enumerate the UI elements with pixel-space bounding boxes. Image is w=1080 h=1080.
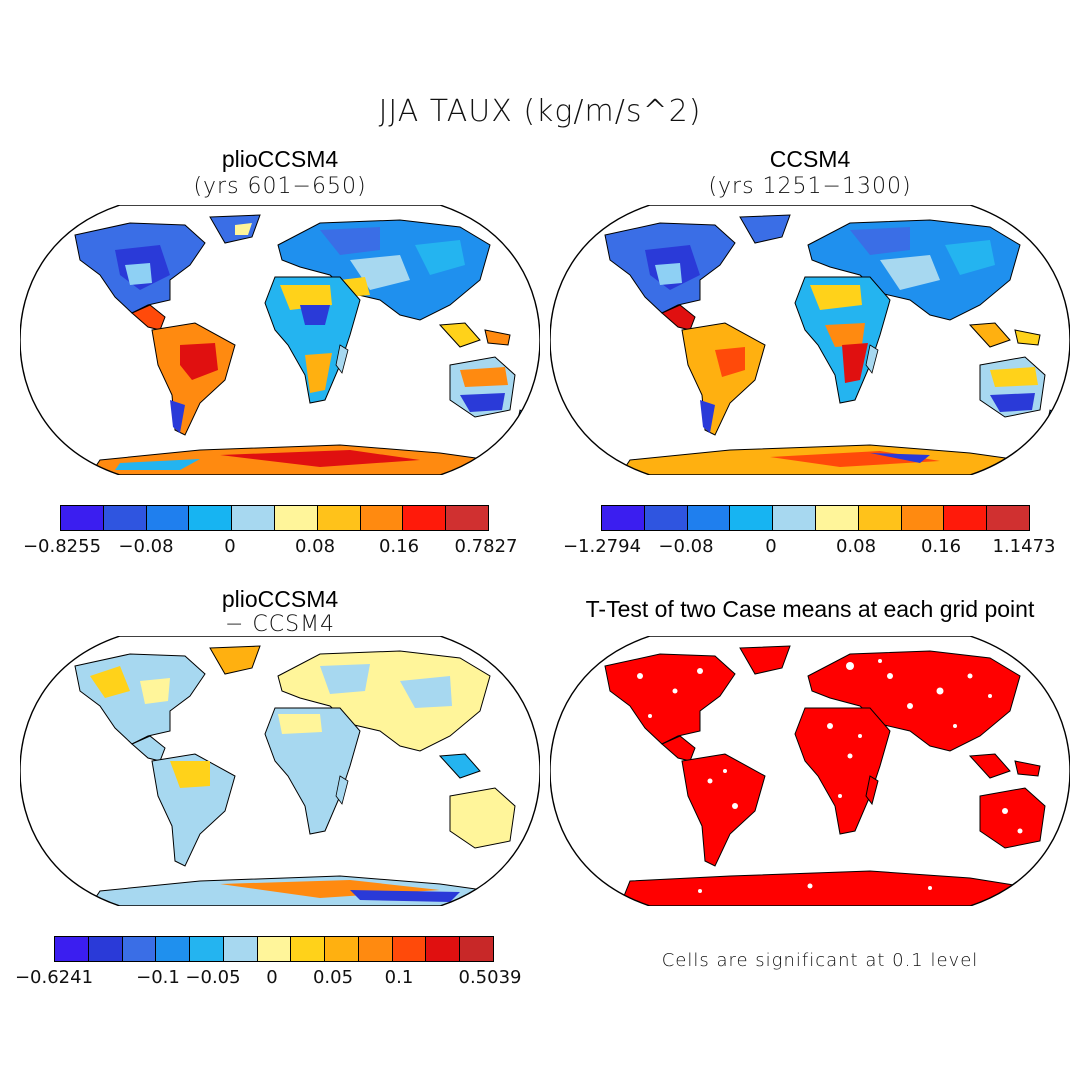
colorbar-ccsm-tick-1: −0.08 [658,536,714,557]
colorbar-ccsm-tick-0: −1.2794 [562,536,642,557]
colorbar-swatch [146,506,190,530]
colorbar-plio-tick-0: −0.8255 [22,536,102,557]
colorbar-swatch [858,506,902,530]
map-ttest [550,636,1070,906]
colorbar-plio-tick-1: −0.08 [118,536,174,557]
colorbar-diff-tick-1: −0.1 [136,967,180,988]
panel-subtitle-diff: − CCSM4 [224,612,336,637]
colorbar-swatch [189,506,233,530]
colorbar-swatch [274,506,318,530]
colorbar-swatch [88,937,123,961]
panel-title-ccsm: CCSM4 [769,146,851,172]
colorbar-diff-tick-6: 0.5039 [458,967,522,988]
colorbar-ccsm-tick-5: 1.1473 [992,536,1056,557]
colorbar-swatch [987,506,1029,530]
panel-subtitle-ccsm: (yrs 1251−1300) [708,174,912,199]
colorbar-swatch [644,506,688,530]
map-ccsm [550,205,1070,475]
colorbar-diff-tick-4: 0.05 [312,967,354,988]
colorbar-diff [54,936,494,962]
colorbar-swatch [602,506,645,530]
colorbar-swatch [232,506,275,530]
colorbar-swatch [122,937,157,961]
colorbar-swatch [61,506,104,530]
colorbar-plio-tick-4: 0.16 [378,536,420,557]
colorbar-swatch [360,506,404,530]
colorbar-ccsm-tick-4: 0.16 [920,536,962,557]
colorbar-swatch [446,506,488,530]
colorbar-swatch [291,937,326,961]
panel-title-ttest: T-Test of two Case means at each grid po… [585,596,1035,622]
significance-note: Cells are significant at 0.1 level [661,950,979,971]
panel-subtitle-plio: (yrs 601−650) [193,174,367,199]
colorbar-plio-tick-3: 0.08 [294,536,336,557]
colorbar-swatch [55,937,89,961]
colorbar-ccsm-tick-3: 0.08 [835,536,877,557]
colorbar-swatch [403,506,447,530]
colorbar-swatch [156,937,191,961]
figure-title: JJA TAUX (kg/m/s^2) [378,94,702,129]
colorbar-swatch [257,937,292,961]
map-plio [20,205,540,475]
colorbar-ccsm [601,505,1030,531]
colorbar-ccsm-tick-2: 0 [765,536,777,557]
colorbar-plio-tick-2: 0 [224,536,236,557]
panel-title-diff: plioCCSM4 [221,586,339,612]
colorbar-swatch [325,937,359,961]
colorbar-swatch [901,506,945,530]
colorbar-swatch [460,937,493,961]
map-diff [20,636,540,906]
colorbar-swatch [392,937,427,961]
colorbar-swatch [730,506,774,530]
colorbar-plio-tick-5: 0.7827 [454,536,518,557]
colorbar-swatch [223,937,258,961]
colorbar-swatch [687,506,731,530]
panel-title-plio: plioCCSM4 [221,146,339,172]
colorbar-plio [60,505,489,531]
colorbar-diff-tick-3: 0 [266,967,278,988]
colorbar-swatch [815,506,859,530]
colorbar-diff-tick-2: −0.05 [185,967,241,988]
colorbar-diff-tick-5: 0.1 [384,967,414,988]
colorbar-swatch [190,937,224,961]
colorbar-swatch [317,506,361,530]
colorbar-swatch [103,506,147,530]
colorbar-swatch [944,506,988,530]
colorbar-diff-tick-0: −0.6241 [14,967,94,988]
colorbar-swatch [358,937,393,961]
colorbar-swatch [426,937,461,961]
colorbar-swatch [773,506,816,530]
